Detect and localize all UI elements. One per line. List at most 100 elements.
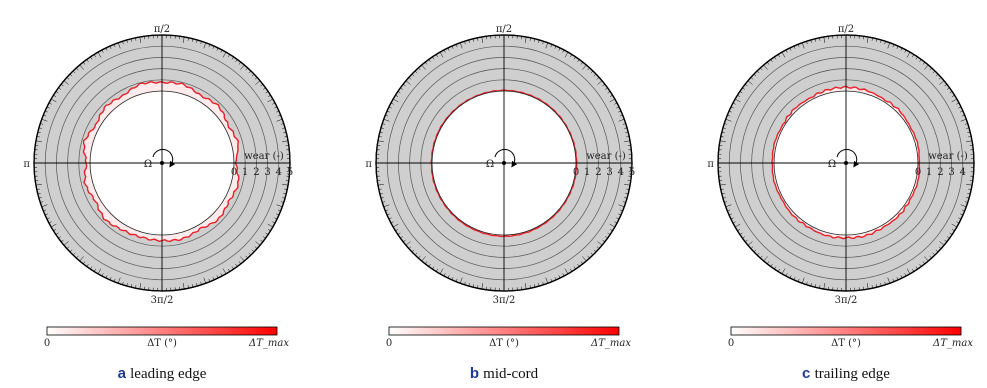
angle-tick xyxy=(393,223,399,228)
angle-tick xyxy=(967,131,971,134)
angle-tick xyxy=(251,249,255,253)
angle-tick xyxy=(459,277,463,284)
angle-tick xyxy=(282,127,286,129)
angle-tick xyxy=(602,239,606,243)
angle-tick xyxy=(79,64,84,70)
angle-tick xyxy=(41,204,48,208)
angle-tick xyxy=(284,188,288,190)
angle-tick xyxy=(737,94,741,97)
angle-tick xyxy=(109,277,112,281)
angle-tick xyxy=(468,283,470,287)
angle-tick xyxy=(538,39,540,43)
angle-tick xyxy=(924,64,929,70)
radial-axis-label: wear (-) xyxy=(586,151,626,162)
angle-tick xyxy=(573,56,576,60)
angle-tick xyxy=(58,87,62,90)
angle-tick xyxy=(414,252,418,256)
angle-tick xyxy=(721,131,725,134)
angle-tick xyxy=(228,54,231,58)
colorbar-label: ΔT (°) xyxy=(831,338,861,349)
angle-tick xyxy=(60,83,64,87)
angle-tick xyxy=(774,266,777,270)
angle-label-left: π xyxy=(365,159,372,170)
angle-tick xyxy=(951,98,957,103)
angle-tick xyxy=(624,127,628,129)
angle-tick xyxy=(960,213,964,216)
angle-tick xyxy=(86,59,89,63)
angle-tick xyxy=(564,52,569,58)
angle-tick xyxy=(477,285,479,289)
angle-tick xyxy=(383,204,390,208)
angle-tick xyxy=(720,188,724,190)
angle-tick xyxy=(435,54,438,58)
angle-tick xyxy=(135,285,137,289)
angle-tick xyxy=(964,123,968,125)
radial-tick-label: 2 xyxy=(937,167,943,178)
angle-tick xyxy=(587,67,590,71)
radial-tick-label: 5 xyxy=(287,167,293,178)
angle-tick xyxy=(267,229,271,232)
angle-tick xyxy=(277,114,281,117)
angle-tick xyxy=(377,140,384,143)
angle-tick xyxy=(724,201,728,203)
angle-tick xyxy=(468,39,470,43)
angle-tick xyxy=(248,70,252,74)
radial-tick-label: 2 xyxy=(595,167,601,178)
angle-tick xyxy=(730,217,734,220)
angle-tick xyxy=(122,41,124,45)
angle-tick xyxy=(593,249,597,253)
angle-tick xyxy=(117,42,121,49)
rotation-center-dot xyxy=(502,161,506,165)
angle-tick xyxy=(97,268,102,274)
angle-tick xyxy=(753,73,757,77)
angle-tick xyxy=(53,94,57,97)
panel-letter: a xyxy=(118,365,131,382)
angle-tick xyxy=(871,37,873,41)
angle-tick xyxy=(524,283,527,290)
angle-tick xyxy=(774,56,777,60)
angle-tick xyxy=(624,197,628,199)
angle-tick xyxy=(915,56,918,60)
angle-tick xyxy=(609,229,613,232)
angle-tick xyxy=(477,37,479,41)
rotation-arrow-icon xyxy=(836,148,860,168)
angle-tick xyxy=(90,56,93,60)
angle-tick xyxy=(958,106,962,109)
radial-tick-label: 1 xyxy=(584,167,590,178)
angle-tick xyxy=(587,255,590,259)
angle-tick xyxy=(721,192,725,195)
angle-tick xyxy=(728,213,732,216)
angle-tick xyxy=(766,61,770,65)
angle-tick xyxy=(929,67,932,71)
angle-tick xyxy=(35,140,42,143)
angle-tick xyxy=(946,87,950,90)
angle-tick xyxy=(276,213,280,216)
angle-tick xyxy=(439,268,444,274)
angle-tick xyxy=(960,204,967,208)
angle-tick xyxy=(597,241,603,246)
angle-tick xyxy=(222,52,227,58)
angle-tick xyxy=(267,98,273,103)
angle-tick xyxy=(625,192,629,195)
angle-tick xyxy=(228,268,231,272)
angle-tick xyxy=(400,236,404,239)
angle-tick xyxy=(966,197,970,199)
angle-tick xyxy=(922,61,926,65)
angle-tick xyxy=(451,277,454,281)
angle-tick xyxy=(208,44,211,48)
angle-tick xyxy=(946,236,950,239)
angle-tick xyxy=(719,140,726,143)
angle-tick xyxy=(63,80,69,85)
angle-tick xyxy=(130,284,133,288)
angle-tick xyxy=(763,64,768,70)
angle-tick xyxy=(424,261,428,265)
angle-tick xyxy=(43,114,47,117)
angle-tick xyxy=(732,221,736,224)
colorbar-label: ΔT (°) xyxy=(147,338,177,349)
angle-tick xyxy=(564,268,569,274)
angle-tick xyxy=(203,277,207,284)
angle-tick xyxy=(272,221,276,224)
angle-tick xyxy=(240,256,245,262)
